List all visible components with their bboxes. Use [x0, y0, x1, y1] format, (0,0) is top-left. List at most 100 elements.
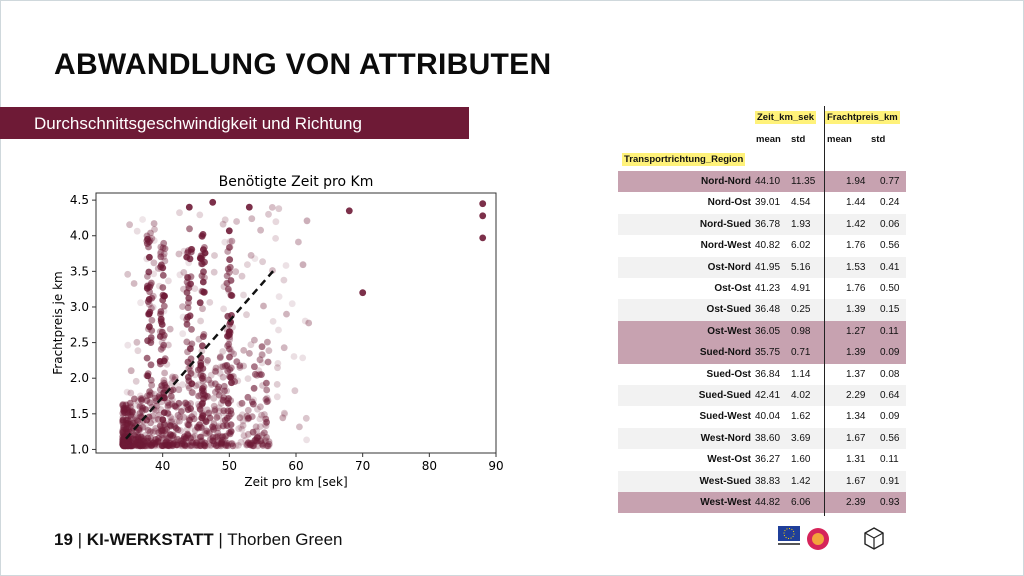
scatter-point	[147, 339, 155, 346]
scatter-point	[247, 341, 255, 349]
scatter-point	[161, 245, 169, 253]
scatter-point	[119, 402, 127, 410]
scatter-point	[120, 421, 127, 429]
scatter-point	[209, 198, 217, 206]
scatter-point	[240, 362, 248, 370]
scatter-point	[125, 426, 133, 433]
scatter-point	[226, 321, 234, 328]
scatter-point	[210, 440, 218, 448]
scatter-point	[144, 282, 151, 290]
scatter-point	[129, 419, 137, 427]
scatter-point	[184, 247, 192, 254]
scatter-point	[160, 376, 168, 384]
scatter-point	[239, 422, 247, 429]
scatter-point	[149, 429, 157, 436]
y-tick-label: 1.5	[70, 407, 89, 421]
scatter-point	[124, 270, 132, 278]
table-cell: 36.78	[755, 218, 781, 230]
scatter-point	[169, 386, 177, 394]
scatter-point	[244, 430, 252, 438]
scatter-point	[144, 281, 152, 289]
scatter-point	[175, 386, 183, 394]
table-cell: 0.91	[880, 475, 900, 487]
scatter-point	[257, 403, 264, 411]
scatter-point	[199, 333, 207, 340]
scatter-point	[219, 373, 227, 381]
scatter-point	[130, 280, 138, 287]
scatter-point	[210, 402, 218, 410]
scatter-point	[227, 427, 235, 435]
scatter-point	[479, 234, 487, 242]
table-row: Ost-West 36.05 0.98 1.27 0.11	[618, 320, 906, 343]
scatter-point	[156, 282, 163, 290]
scatter-point	[238, 272, 246, 280]
scatter-point	[225, 244, 233, 251]
table-cell: 1.60	[791, 454, 811, 466]
scatter-point	[205, 428, 213, 436]
scatter-point	[214, 429, 222, 437]
scatter-point	[274, 360, 282, 367]
scatter-point	[261, 411, 268, 418]
scatter-point	[257, 226, 264, 234]
scatter-point	[184, 401, 191, 408]
scatter-point	[167, 422, 175, 430]
scatter-point	[214, 442, 222, 450]
scatter-point	[132, 377, 140, 385]
scatter-point	[206, 299, 214, 306]
scatter-point	[124, 341, 132, 349]
scatter-point	[196, 299, 204, 307]
scatter-point	[207, 371, 215, 379]
scatter-point	[243, 311, 250, 319]
scatter-point	[272, 218, 280, 226]
scatter-point	[265, 438, 273, 445]
scatter-point	[166, 422, 174, 429]
scatter-point	[169, 432, 177, 440]
scatter-point	[176, 209, 183, 217]
table-cell: 5.16	[791, 261, 811, 273]
scatter-point	[213, 414, 221, 421]
scatter-point	[164, 403, 172, 411]
scatter-point	[211, 367, 219, 374]
scatter-point	[226, 243, 234, 251]
scatter-point	[219, 417, 227, 425]
scatter-point	[216, 354, 224, 361]
scatter-point	[140, 437, 147, 445]
scatter-point	[160, 250, 168, 258]
stats-table: Nord-Nord 44.10 11.35 1.94 0.77 Nord-Ost 39.01…	[600, 106, 906, 516]
scatter-point	[201, 429, 209, 437]
scatter-point	[218, 438, 226, 446]
y-tick-label: 4.0	[70, 229, 89, 243]
table-cell: 1.27	[846, 325, 866, 337]
scatter-point	[203, 406, 211, 414]
scatter-point	[160, 307, 168, 315]
scatter-point	[187, 280, 195, 288]
scatter-point	[161, 419, 168, 427]
scatter-point	[134, 347, 142, 355]
scatter-point	[205, 409, 213, 417]
scatter-point	[258, 440, 266, 448]
scatter-point	[203, 430, 210, 437]
scatter-point	[169, 374, 176, 382]
scatter-point	[303, 436, 310, 444]
scatter-point	[157, 345, 165, 353]
table-cell: 1.42	[846, 218, 866, 230]
scatter-point	[228, 292, 236, 299]
funding-logo	[807, 528, 829, 550]
table-cell: 11.35	[791, 176, 816, 187]
table-cell: 0.64	[880, 390, 900, 401]
scatter-point	[197, 362, 205, 369]
scatter-point	[222, 442, 230, 450]
scatter-point	[169, 373, 176, 381]
scatter-point	[186, 225, 193, 233]
scatter-point	[227, 373, 235, 381]
scatter-point	[258, 411, 265, 419]
footer: 19 | KI-WERKSTATT | Thorben Green	[54, 530, 343, 549]
scatter-point	[127, 411, 135, 419]
scatter-point	[220, 382, 228, 390]
scatter-point	[250, 384, 258, 392]
scatter-point	[179, 439, 187, 447]
table-row: West-West 44.82 6.06 2.39 0.93	[618, 492, 906, 514]
scatter-point	[196, 442, 204, 449]
scatter-point	[136, 439, 144, 447]
scatter-point	[273, 393, 281, 401]
